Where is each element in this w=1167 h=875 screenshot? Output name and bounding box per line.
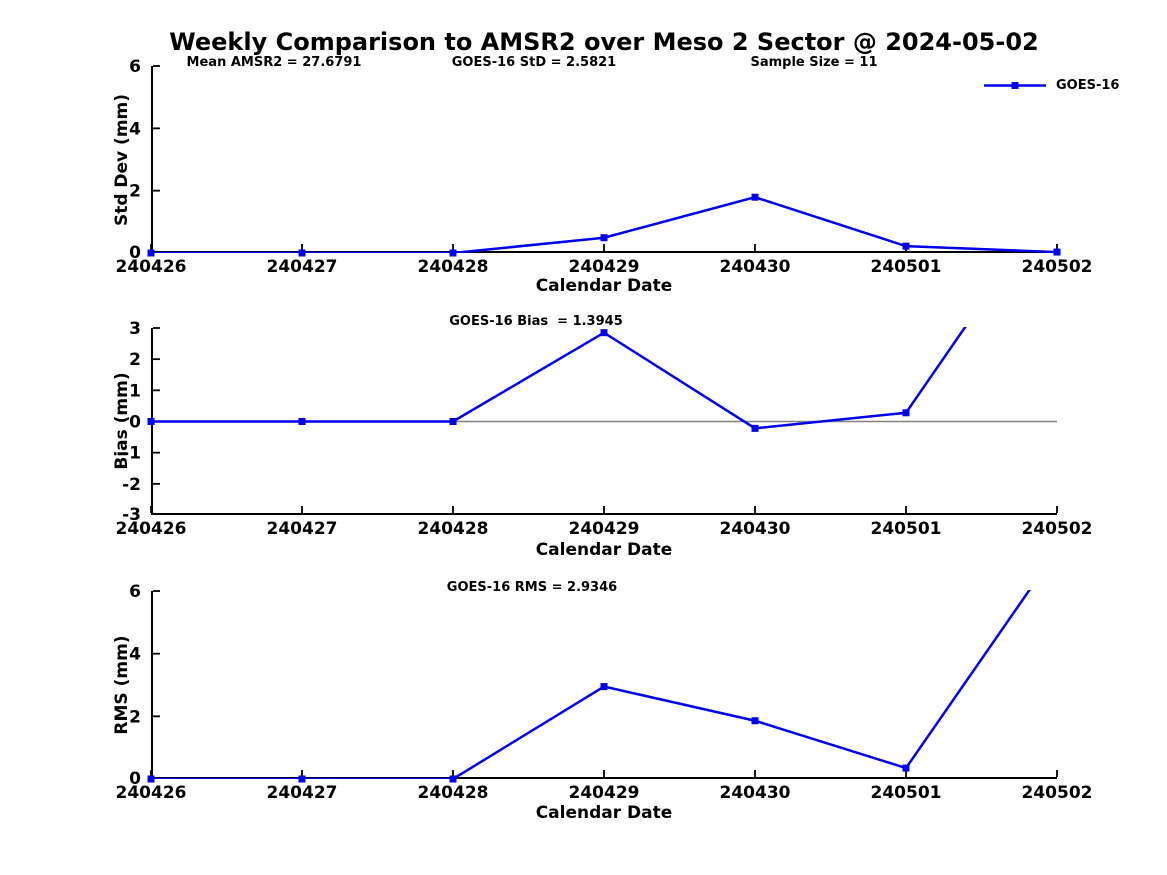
- svg-text:240428: 240428: [418, 519, 489, 539]
- svg-text:6: 6: [129, 582, 141, 602]
- page-title: Weekly Comparison to AMSR2 over Meso 2 S…: [169, 28, 1039, 56]
- legend-line-icon: [984, 82, 1046, 89]
- svg-text:240430: 240430: [720, 257, 791, 277]
- svg-text:240427: 240427: [267, 783, 338, 803]
- svg-text:4: 4: [129, 645, 141, 665]
- xaxis-label-2: Calendar Date: [535, 540, 673, 560]
- svg-text:240502: 240502: [1022, 257, 1093, 277]
- svg-text:240428: 240428: [418, 257, 489, 277]
- svg-text:240502: 240502: [1022, 783, 1093, 803]
- svg-text:-2: -2: [122, 475, 141, 495]
- svg-text:240427: 240427: [267, 519, 338, 539]
- svg-text:2: 2: [129, 182, 141, 202]
- svg-text:4: 4: [129, 119, 141, 139]
- stddev-axis-label: Std Dev (mm): [112, 93, 132, 227]
- svg-text:3: 3: [129, 319, 141, 339]
- bias-plot-canvas: -3 -2 -1 0 1 2 3 240426 240427 240428 240429 240430…: [116, 319, 1093, 539]
- svg-text:240429: 240429: [569, 783, 640, 803]
- svg-text:-3: -3: [122, 505, 141, 525]
- sample-size-annotation: Sample Size = 11: [750, 55, 878, 70]
- svg-text:240502: 240502: [1022, 519, 1093, 539]
- stddev-plot-canvas: 0 2 4 6 240426 240427 240428 240429 240430 240501…: [116, 57, 1093, 277]
- goes16-std-annotation: GOES-16 StD = 2.5821: [451, 55, 617, 70]
- svg-text:240501: 240501: [871, 257, 942, 277]
- svg-text:240427: 240427: [267, 257, 338, 277]
- svg-text:240430: 240430: [720, 783, 791, 803]
- svg-text:240426: 240426: [116, 519, 187, 539]
- svg-text:6: 6: [129, 57, 141, 77]
- svg-text:2: 2: [129, 707, 141, 727]
- goes16-bias-annotation: GOES-16 Bias = 1.3945: [449, 314, 623, 329]
- svg-text:240430: 240430: [720, 519, 791, 539]
- svg-text:240429: 240429: [569, 257, 640, 277]
- svg-text:0: 0: [129, 769, 141, 789]
- svg-text:240501: 240501: [871, 783, 942, 803]
- rms-plot-canvas: 0 2 4 6 240426 240427 240428 240429 240430 240501…: [116, 582, 1093, 803]
- legend: GOES-16: [984, 78, 1119, 93]
- svg-text:240501: 240501: [871, 519, 942, 539]
- svg-text:240428: 240428: [418, 783, 489, 803]
- svg-text:240426: 240426: [116, 783, 187, 803]
- svg-text:1: 1: [129, 381, 141, 401]
- svg-text:2: 2: [129, 350, 141, 370]
- legend-label: GOES-16: [1056, 78, 1120, 93]
- goes16-rms-annotation: GOES-16 RMS = 2.9346: [446, 580, 618, 595]
- svg-text:0: 0: [129, 413, 141, 433]
- xaxis-label-1: Calendar Date: [535, 276, 673, 296]
- xaxis-label-3: Calendar Date: [535, 803, 673, 823]
- mean-amsr2-annotation: Mean AMSR2 = 27.6791: [186, 55, 362, 70]
- svg-text:0: 0: [129, 243, 141, 263]
- svg-text:240426: 240426: [116, 257, 187, 277]
- svg-text:-1: -1: [122, 444, 141, 464]
- svg-text:240429: 240429: [569, 519, 640, 539]
